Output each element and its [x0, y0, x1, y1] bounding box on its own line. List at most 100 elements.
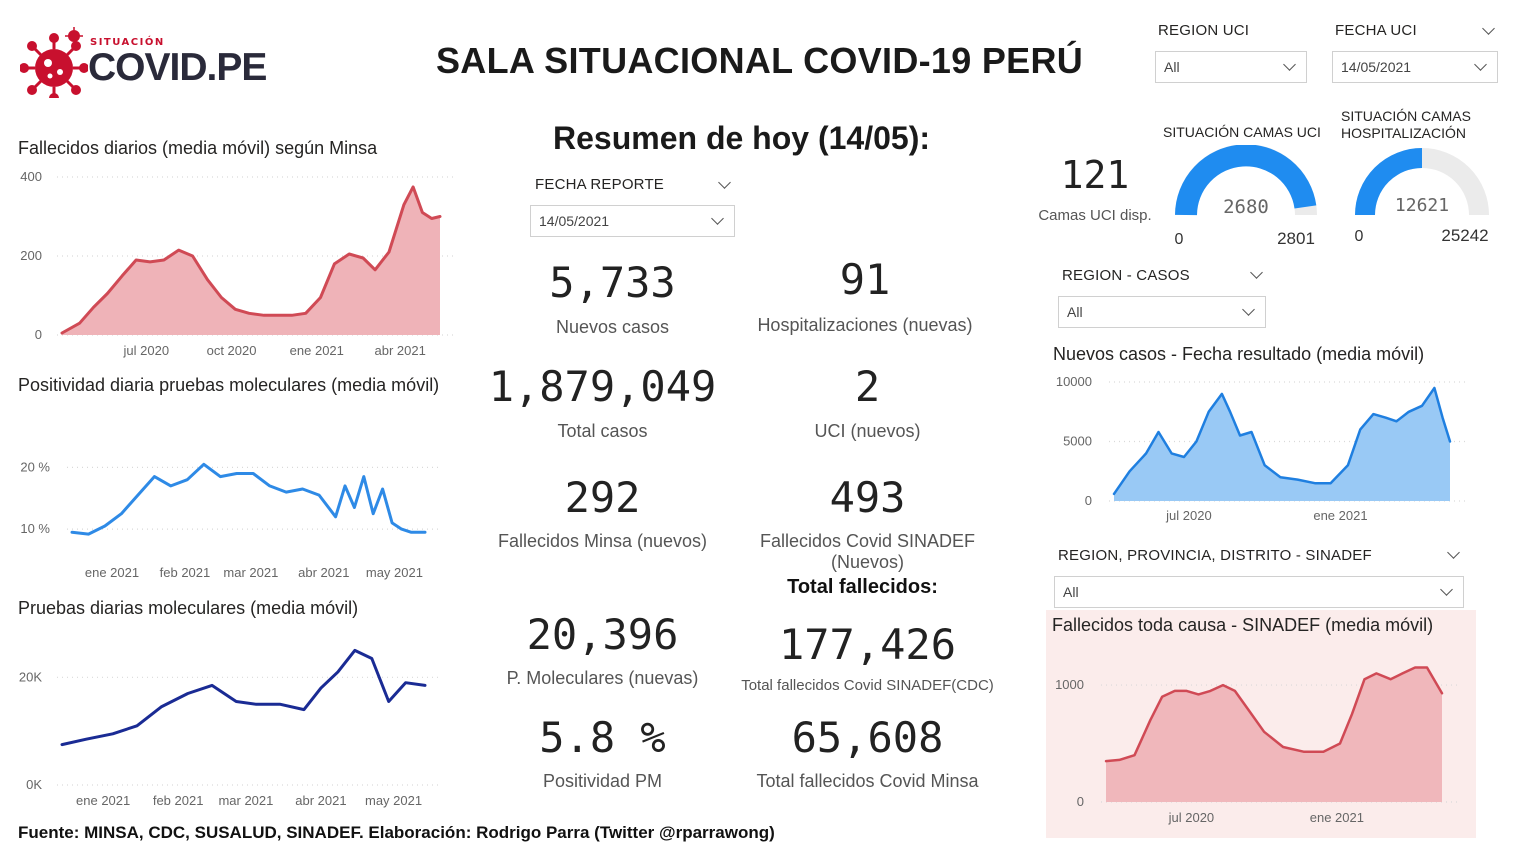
- x-tick-label: ene 2021: [76, 793, 130, 808]
- series-line: [60, 648, 427, 747]
- x-tick-label: mar 2021: [223, 565, 278, 580]
- kpi-hospitalizaciones-label: Hospitalizaciones (nuevas): [757, 315, 973, 335]
- y-tick-label: 0: [1077, 794, 1084, 809]
- x-tick-label: jul 2020: [123, 343, 170, 358]
- gauge-hosp-value: 12621: [1395, 195, 1449, 216]
- gauge-uci-value: 2680: [1223, 196, 1269, 218]
- kpi-total-sinadef-value: 177,426: [778, 620, 956, 669]
- chevron-down-icon[interactable]: [1250, 266, 1263, 279]
- chart-title-positividad: Positividad diaria pruebas moleculares (…: [18, 375, 440, 395]
- logo-subtitle: SITUACIÓN: [90, 37, 165, 48]
- y-tick-label: 0K: [26, 777, 42, 792]
- gauge-hosp-title-line1: SITUACIÓN CAMAS: [1341, 108, 1471, 124]
- y-tick-label: 400: [20, 169, 42, 184]
- kpi-pm-nuevas-value: 20,396: [526, 610, 679, 659]
- chart-title-fallecidos-minsa: Fallecidos diarios (media móvil) según M…: [18, 138, 378, 158]
- chart-pruebas[interactable]: 20K 0K ene 2021 feb 2021 mar 2021 abr 2021 may…: [10, 640, 460, 815]
- chevron-down-icon: [1242, 303, 1255, 316]
- x-tick-label: ene 2021: [1310, 810, 1364, 825]
- gauge-hosp-fill: [1355, 148, 1423, 216]
- kpi-total-minsa-label: Total fallecidos Covid Minsa: [756, 771, 979, 791]
- virus-icon: [20, 27, 88, 98]
- series-area: [62, 186, 440, 335]
- y-tick-label: 10000: [1056, 374, 1092, 389]
- page-title: SALA SITUACIONAL COVID-19 PERÚ: [436, 40, 1084, 81]
- fecha-uci-label: FECHA UCI: [1335, 22, 1417, 39]
- kpi-positividad-value: 5.8 %: [539, 713, 666, 762]
- kpi-nuevos-casos-label: Nuevos casos: [555, 317, 670, 337]
- region-casos-value: All: [1067, 304, 1083, 320]
- chevron-down-icon: [711, 212, 724, 225]
- x-tick-label: may 2021: [366, 565, 423, 580]
- x-tick-label: feb 2021: [160, 565, 211, 580]
- region-sinadef-label: REGION, PROVINCIA, DISTRITO - SINADEF: [1058, 547, 1372, 564]
- kpi-total-casos-label: Total casos: [557, 421, 648, 441]
- y-tick-label: 0: [1085, 493, 1092, 508]
- x-tick-label: jul 2020: [1168, 810, 1215, 825]
- kpi-fallecidos-minsa-value: 292: [564, 473, 641, 522]
- fecha-reporte-dropdown[interactable]: 14/05/2021: [530, 205, 735, 237]
- kpi-uci-value: 2: [854, 362, 881, 411]
- x-tick-label: mar 2021: [218, 793, 273, 808]
- kpi-total-minsa-value: 65,608: [791, 713, 944, 762]
- gauge-uci-max: 2801: [1277, 229, 1315, 248]
- total-fallecidos-title: Total fallecidos:: [787, 576, 938, 598]
- y-tick-label: 0: [35, 327, 42, 342]
- chevron-down-icon[interactable]: [1482, 22, 1495, 35]
- kpi-pm-nuevas-label: P. Moleculares (nuevas): [506, 668, 699, 688]
- chevron-down-icon: [1283, 58, 1296, 71]
- gauge-camas-uci[interactable]: 2680 0 2801: [1165, 145, 1330, 250]
- fecha-reporte-label: FECHA REPORTE: [535, 176, 665, 193]
- gauge-hosp-title-line2: HOSPITALIZACIÓN: [1341, 125, 1466, 141]
- resumen-title: Resumen de hoy (14/05):: [553, 120, 930, 156]
- footer-source: Fuente: MINSA, CDC, SUSALUD, SINADEF. El…: [18, 823, 775, 842]
- region-sinadef-value: All: [1063, 584, 1079, 600]
- x-tick-label: abr 2021: [298, 565, 349, 580]
- gauge-camas-hosp[interactable]: 12621 0 25242: [1345, 145, 1515, 250]
- chart-fallecidos-minsa[interactable]: 400 200 0 jul 2020 oct 2020 ene 2021 abr 2021: [10, 165, 460, 365]
- x-tick-label: jul 2020: [1165, 508, 1212, 523]
- chevron-down-icon: [1440, 583, 1453, 596]
- chart-title-nuevos-casos: Nuevos casos - Fecha resultado (media mó…: [1053, 344, 1425, 364]
- x-tick-label: ene 2021: [290, 343, 344, 358]
- y-tick-label: 20K: [19, 669, 42, 684]
- chart-positividad[interactable]: 20 % 10 % ene 2021 feb 2021 mar 2021 abr 2021…: [10, 450, 460, 590]
- region-uci-dropdown[interactable]: All: [1155, 51, 1307, 83]
- kpi-fallecidos-sinadef-label: Fallecidos Covid SINADEF (Nuevos): [759, 531, 976, 572]
- kpi-camas-uci-value: 121: [1060, 153, 1130, 197]
- fecha-uci-dropdown[interactable]: 14/05/2021: [1332, 51, 1498, 83]
- chart-title-sinadef: Fallecidos toda causa - SINADEF (media m…: [1052, 615, 1434, 635]
- chevron-down-icon: [1474, 58, 1487, 71]
- x-tick-label: ene 2021: [85, 565, 139, 580]
- x-tick-label: ene 2021: [1313, 508, 1367, 523]
- gauge-uci-min: 0: [1175, 231, 1184, 248]
- kpi-positividad-label: Positividad PM: [542, 771, 663, 791]
- x-tick-label: may 2021: [365, 793, 422, 808]
- region-uci-value: All: [1164, 59, 1180, 75]
- region-casos-label: REGION - CASOS: [1062, 267, 1190, 284]
- chevron-down-icon[interactable]: [1447, 546, 1460, 559]
- kpi-total-sinadef-label: Total fallecidos Covid SINADEF(CDC): [741, 677, 994, 694]
- fecha-reporte-value: 14/05/2021: [539, 213, 610, 229]
- kpi-total-casos-value: 1,879,049: [488, 362, 717, 411]
- chart-sinadef[interactable]: 1000 0 jul 2020 ene 2021: [1040, 640, 1470, 835]
- region-sinadef-dropdown[interactable]: All: [1054, 576, 1464, 608]
- series-line: [70, 462, 427, 536]
- region-uci-label: REGION UCI: [1158, 22, 1250, 39]
- y-tick-label: 10 %: [20, 521, 50, 536]
- kpi-fallecidos-sinadef-value: 493: [829, 473, 906, 522]
- region-casos-dropdown[interactable]: All: [1058, 296, 1266, 328]
- gauge-hosp-max: 25242: [1441, 226, 1488, 245]
- kpi-hospitalizaciones-value: 91: [839, 255, 891, 304]
- series-area: [1114, 388, 1450, 501]
- fecha-uci-value: 14/05/2021: [1341, 59, 1412, 75]
- gauge-hosp-min: 0: [1355, 228, 1364, 245]
- chart-title-pruebas: Pruebas diarias moleculares (media móvil…: [18, 598, 359, 618]
- chevron-down-icon[interactable]: [718, 176, 731, 189]
- chart-nuevos-casos[interactable]: 10000 5000 0 jul 2020 ene 2021: [1040, 370, 1470, 530]
- gauge-uci-title: SITUACIÓN CAMAS UCI: [1163, 124, 1321, 140]
- kpi-fallecidos-minsa-label: Fallecidos Minsa (nuevos): [497, 531, 708, 551]
- kpi-uci-label: UCI (nuevos): [814, 421, 921, 441]
- gauge-uci-fill: [1175, 145, 1317, 216]
- y-tick-label: 5000: [1063, 434, 1092, 449]
